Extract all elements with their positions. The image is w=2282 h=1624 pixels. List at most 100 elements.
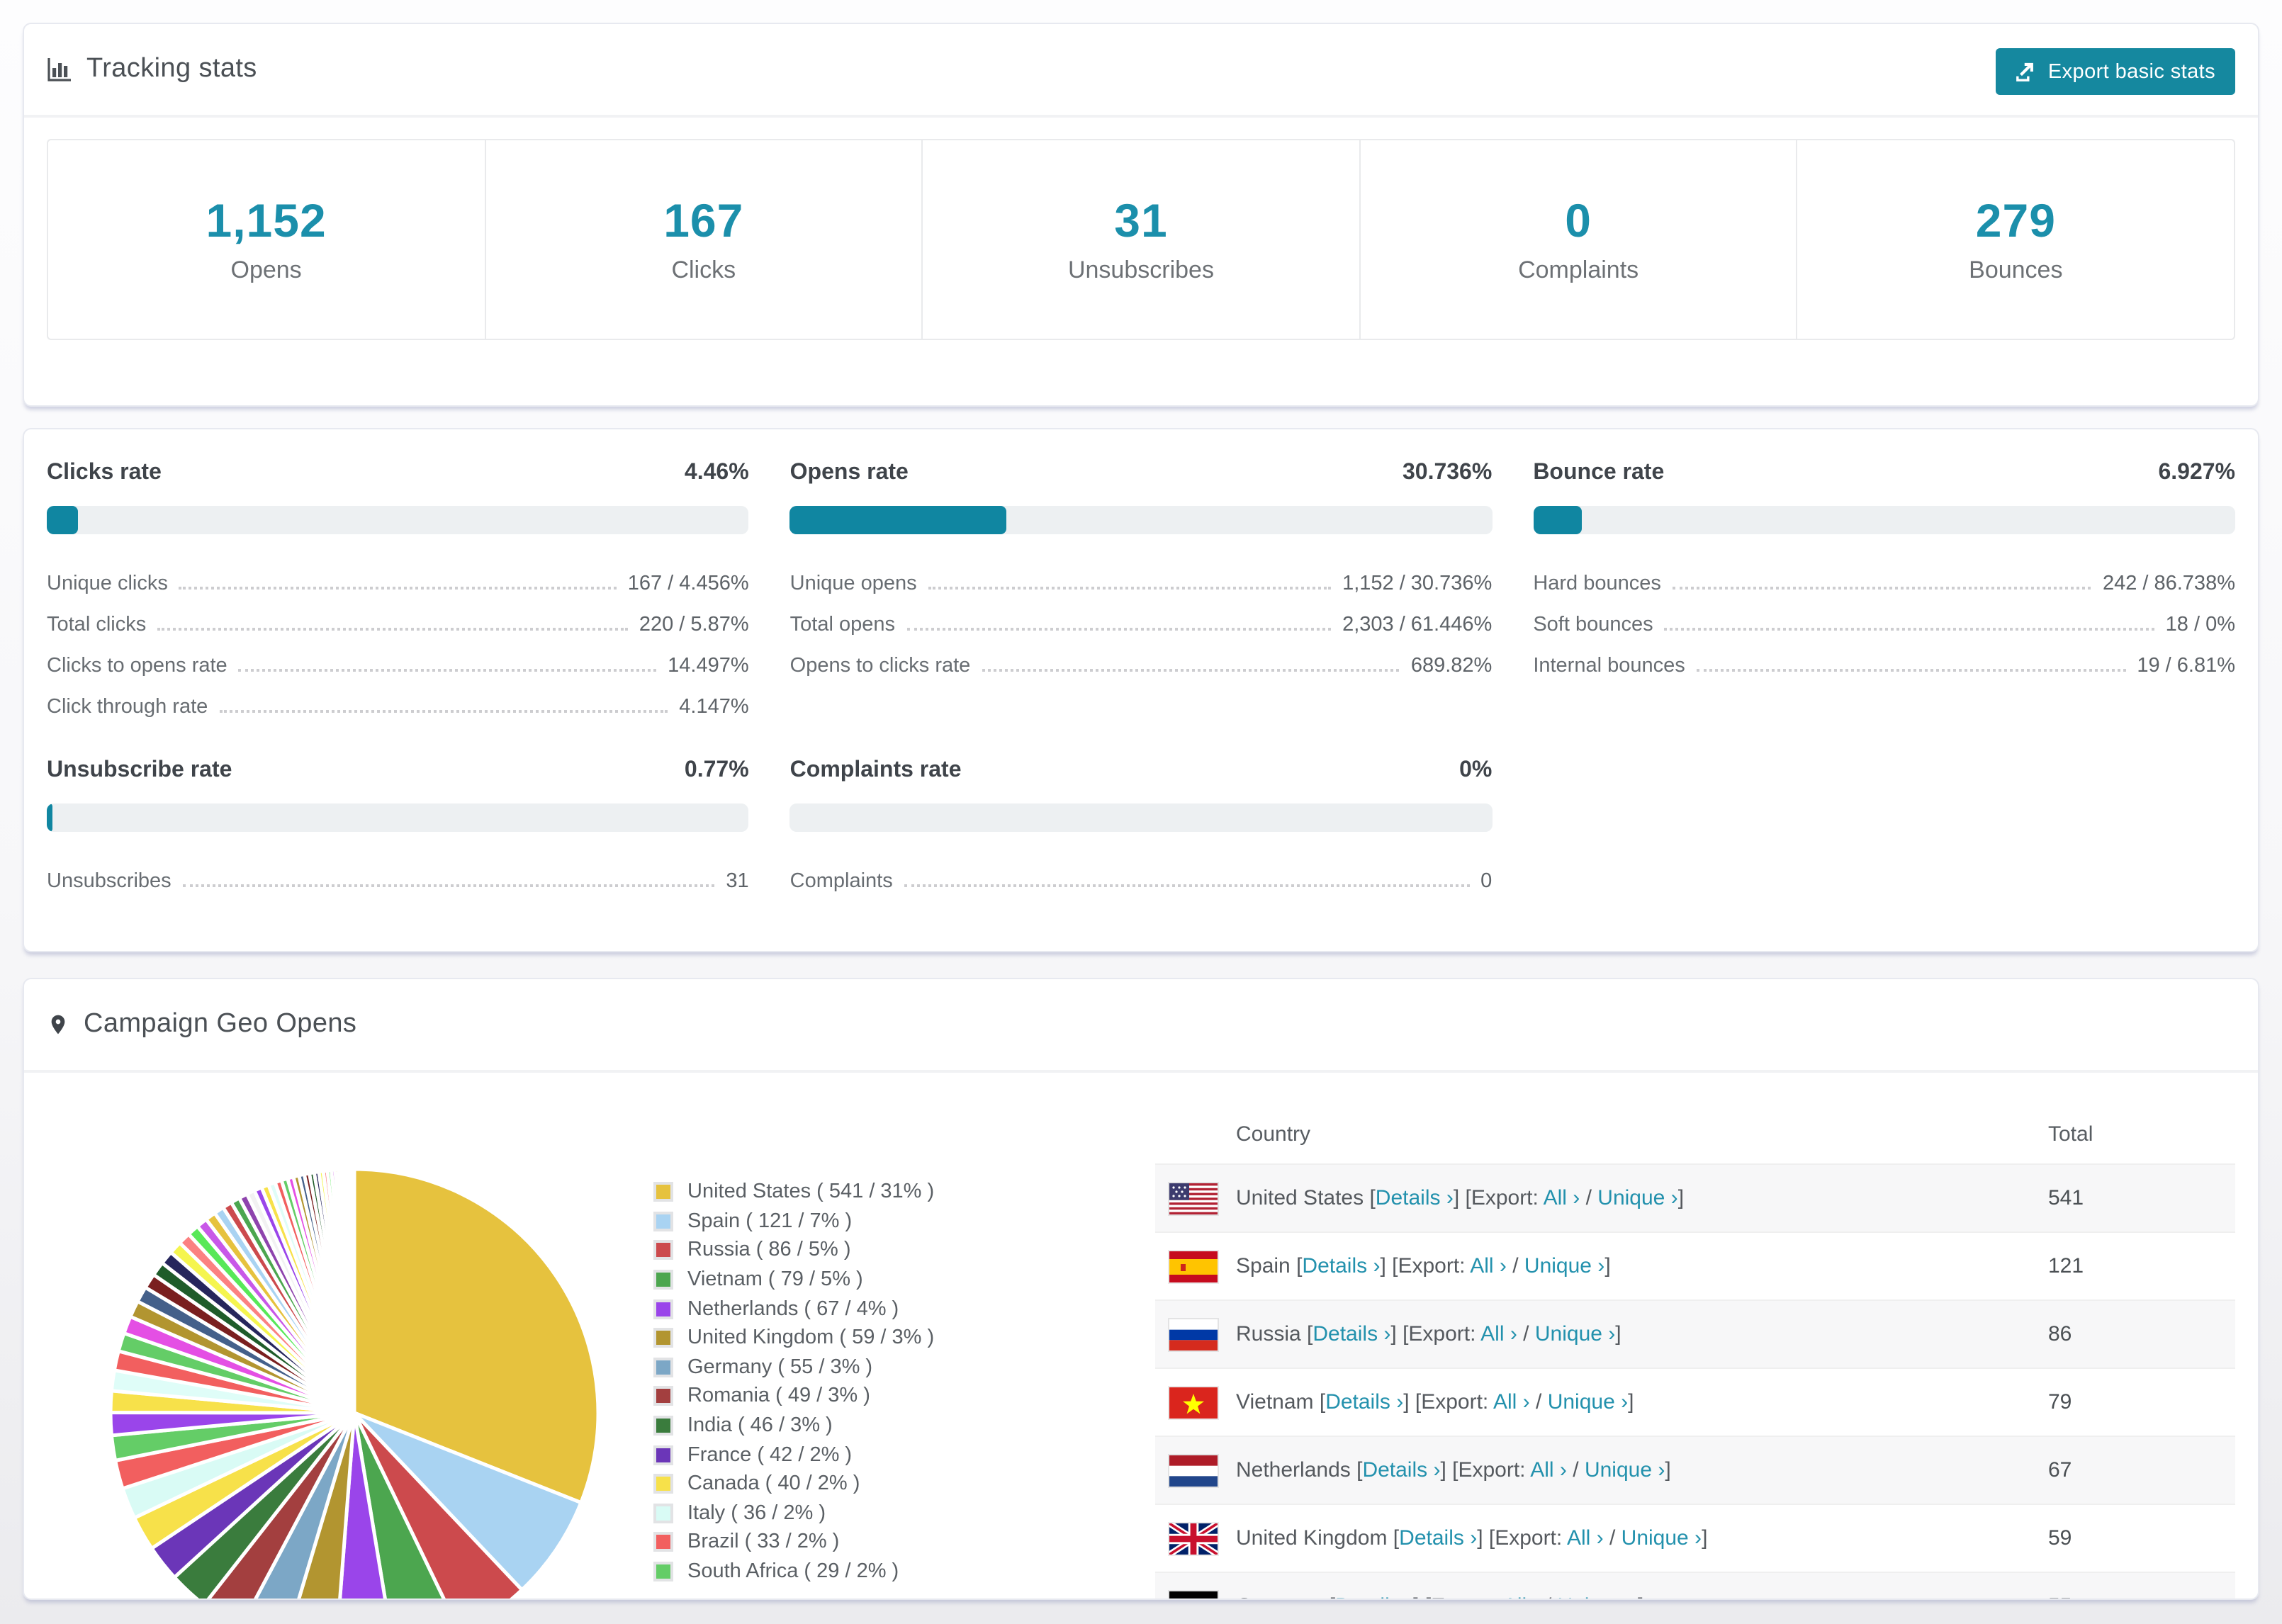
link-separator: / xyxy=(1506,1254,1524,1278)
rate-section-complaints-rate: Complaints rate 0% Complaints 0 xyxy=(789,758,1493,896)
export-all-link[interactable]: All › xyxy=(1470,1254,1507,1278)
summary-stat-value: 279 xyxy=(1975,194,2056,247)
rate-row-value: 31 xyxy=(726,870,749,893)
export-all-link[interactable]: All › xyxy=(1530,1458,1567,1482)
dotted-leader xyxy=(157,628,628,631)
country-name: Netherlands [ xyxy=(1236,1458,1363,1482)
rate-rows: Unsubscribes 31 xyxy=(47,855,749,896)
country-cell: Germany [Details ›] [Export: All › / Uni… xyxy=(1218,1594,2048,1598)
legend-label: Italy ( 36 / 2% ) xyxy=(687,1501,826,1525)
geo-opens-pie-chart xyxy=(108,1167,600,1598)
legend-item: Romania ( 49 / 3% ) xyxy=(653,1382,934,1411)
details-link[interactable]: Details › xyxy=(1362,1458,1441,1482)
rate-row-label: Internal bounces xyxy=(1533,655,1685,677)
country-name: Spain [ xyxy=(1236,1254,1303,1278)
legend-item: United Kingdom ( 59 / 3% ) xyxy=(653,1324,934,1353)
rate-row-value: 19 / 6.81% xyxy=(2137,655,2235,677)
rate-row-label: Unique opens xyxy=(789,573,917,595)
link-separator: / xyxy=(1566,1458,1585,1482)
country-name: Germany [ xyxy=(1236,1594,1335,1598)
summary-stat-label: Unsubscribes xyxy=(1067,256,1214,283)
rate-row-label: Unique clicks xyxy=(47,573,168,595)
export-unique-link[interactable]: Unique › xyxy=(1558,1594,1638,1598)
country-name: United Kingdom [ xyxy=(1236,1526,1400,1550)
rate-section-percent: 30.736% xyxy=(1402,461,1493,485)
dotted-leader xyxy=(1696,669,2126,672)
rate-row: Total opens 2,303 / 61.446% xyxy=(790,598,1493,639)
dotted-leader xyxy=(179,587,617,590)
export-all-link[interactable]: All › xyxy=(1503,1594,1540,1598)
legend-item: Spain ( 121 / 7% ) xyxy=(653,1207,934,1236)
export-unique-link[interactable]: Unique › xyxy=(1597,1186,1678,1210)
export-unique-link[interactable]: Unique › xyxy=(1547,1390,1629,1414)
pie-slice-spain xyxy=(353,1411,584,1593)
legend-swatch xyxy=(653,1211,673,1231)
rate-section-title: Complaints rate xyxy=(789,758,962,782)
rate-section-opens-rate: Opens rate 30.736% Unique opens 1,152 / 30.… xyxy=(789,461,1493,721)
details-link[interactable]: Details › xyxy=(1302,1254,1381,1278)
progress-bar-track xyxy=(789,506,1493,534)
legend-label: Canada ( 40 / 2% ) xyxy=(687,1472,860,1496)
flag-icon-de xyxy=(1169,1591,1218,1598)
dotted-leader xyxy=(904,884,1470,887)
rate-section-percent: 4.46% xyxy=(684,461,749,485)
export-basic-stats-button[interactable]: Export basic stats xyxy=(1995,48,2235,95)
dotted-leader xyxy=(1664,628,2154,631)
rate-row: Soft bounces 18 / 0% xyxy=(1533,598,2235,639)
table-row-de: Germany [Details ›] [Export: All › / Uni… xyxy=(1155,1572,2235,1598)
details-link[interactable]: Details › xyxy=(1313,1322,1391,1346)
export-all-link[interactable]: All › xyxy=(1493,1390,1530,1414)
pie-legend: United States ( 541 / 31% ) Spain ( 121 /… xyxy=(653,1178,934,1586)
export-all-link[interactable]: All › xyxy=(1566,1526,1604,1550)
bracket-end: ] xyxy=(1615,1322,1621,1346)
rate-section-percent: 0.77% xyxy=(684,758,749,782)
legend-swatch xyxy=(653,1299,673,1319)
rate-section-title: Clicks rate xyxy=(47,461,162,485)
rate-row-value: 689.82% xyxy=(1410,655,1493,677)
geo-table-header: Country Total xyxy=(1155,1104,2235,1163)
rate-section-percent: 6.927% xyxy=(2158,461,2235,485)
details-link[interactable]: Details › xyxy=(1399,1526,1478,1550)
progress-bar-fill xyxy=(47,803,52,832)
progress-bar-track xyxy=(1533,506,2235,534)
table-row-us: United States [Details ›] [Export: All ›… xyxy=(1155,1163,2235,1231)
table-row-nl: Netherlands [Details ›] [Export: All › /… xyxy=(1155,1436,2235,1504)
legend-label: South Africa ( 29 / 2% ) xyxy=(687,1560,899,1584)
dotted-leader xyxy=(182,884,715,887)
export-unique-link[interactable]: Unique › xyxy=(1534,1322,1616,1346)
details-link[interactable]: Details › xyxy=(1325,1390,1404,1414)
export-unique-link[interactable]: Unique › xyxy=(1621,1526,1702,1550)
export-all-link[interactable]: All › xyxy=(1543,1186,1580,1210)
export-all-link[interactable]: All › xyxy=(1480,1322,1517,1346)
bracket-end: ] xyxy=(1604,1254,1611,1278)
bracket-end: ] xyxy=(1628,1390,1634,1414)
country-name: Vietnam [ xyxy=(1236,1390,1326,1414)
flag-icon-ru xyxy=(1169,1319,1218,1350)
details-link[interactable]: Details › xyxy=(1375,1186,1454,1210)
table-row-ru: Russia [Details ›] [Export: All › / Uniq… xyxy=(1155,1299,2235,1368)
tracking-stats-card: Tracking stats Export basic stats 1,152 O… xyxy=(23,23,2259,407)
column-header-total: Total xyxy=(2048,1122,2093,1146)
pie-slice-other xyxy=(349,1167,356,1414)
summary-stat-box: 31 Unsubscribes xyxy=(921,139,1361,340)
summary-stat-box: 279 Bounces xyxy=(1796,139,2235,340)
rate-row: Unique clicks 167 / 4.456% xyxy=(47,557,749,598)
table-row-vn: Vietnam [Details ›] [Export: All › / Uni… xyxy=(1155,1368,2235,1436)
flag-icon-nl xyxy=(1169,1455,1218,1486)
legend-label: Brazil ( 33 / 2% ) xyxy=(687,1530,840,1554)
legend-swatch xyxy=(653,1416,673,1436)
country-cell: Vietnam [Details ›] [Export: All › / Uni… xyxy=(1218,1390,2048,1414)
rate-row-value: 1,152 / 30.736% xyxy=(1342,573,1493,595)
legend-item: France ( 42 / 2% ) xyxy=(653,1440,934,1470)
bracket-end: ] xyxy=(1677,1186,1685,1210)
export-unique-link[interactable]: Unique › xyxy=(1524,1254,1605,1278)
details-link[interactable]: Details › xyxy=(1335,1594,1413,1598)
export-prefix: ] [Export: xyxy=(1440,1458,1531,1482)
legend-item: Vietnam ( 79 / 5% ) xyxy=(653,1265,934,1295)
country-cell: United States [Details ›] [Export: All ›… xyxy=(1218,1186,2048,1210)
export-unique-link[interactable]: Unique › xyxy=(1584,1458,1665,1482)
rate-row-label: Total opens xyxy=(789,614,895,636)
legend-label: Germany ( 55 / 3% ) xyxy=(687,1355,873,1379)
rate-row-label: Hard bounces xyxy=(1533,573,1661,595)
